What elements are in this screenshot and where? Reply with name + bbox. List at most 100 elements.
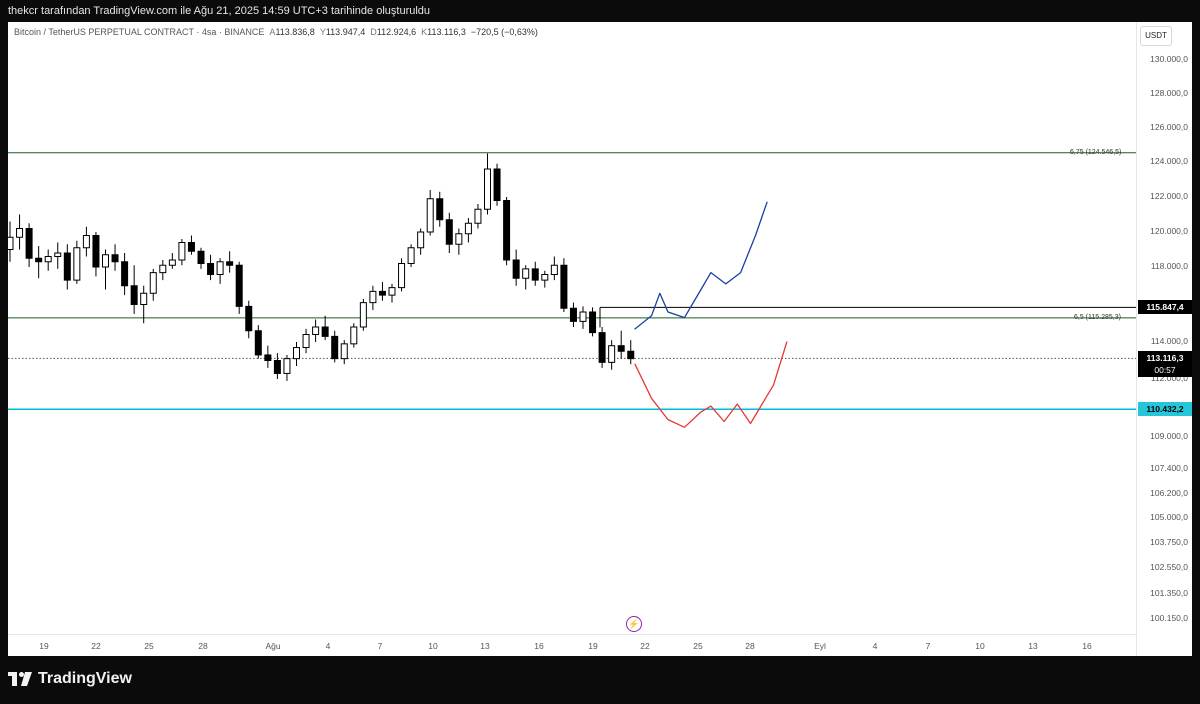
time-axis-label: Ağu (265, 641, 281, 651)
candle-body (283, 358, 291, 374)
time-axis-label: Eyl (814, 641, 826, 651)
price-axis-label: 109.000,0 (1150, 431, 1188, 441)
price-axis-label: 114.000,0 (1150, 336, 1188, 346)
candle-body (531, 268, 539, 281)
time-axis-label: 25 (693, 641, 703, 651)
time-axis-label: 13 (480, 641, 490, 651)
currency-button[interactable]: USDT (1140, 26, 1172, 46)
candle-body (140, 292, 148, 305)
price-axis-label: 100.150,0 (1150, 613, 1188, 623)
time-axis-label: 19 (588, 641, 598, 651)
plot-area[interactable] (8, 22, 1136, 634)
candle-body (627, 350, 635, 360)
time-axis-label: 25 (144, 641, 154, 651)
price-axis-label: 130.000,0 (1150, 54, 1188, 64)
candle-body (235, 264, 243, 307)
flash-event-icon[interactable]: ⚡ (626, 616, 642, 632)
candlestick-chart[interactable] (8, 22, 1136, 634)
axis-separator (1136, 22, 1137, 656)
candle-body (245, 305, 253, 332)
candle-body (589, 311, 597, 334)
candle-body (378, 290, 386, 296)
tradingview-logo[interactable]: TradingView (8, 670, 132, 688)
time-axis-label: 22 (91, 641, 101, 651)
candle-body (82, 235, 90, 249)
candle-body (407, 247, 415, 264)
time-axis-label: 28 (198, 641, 208, 651)
candle-body (436, 198, 444, 221)
tradingview-wordmark: TradingView (38, 670, 132, 687)
price-axis-label: 107.400,0 (1150, 463, 1188, 473)
time-axis-label: 19 (39, 641, 49, 651)
price-axis-label: 112.000,0 (1150, 373, 1188, 383)
candle-body (254, 330, 262, 356)
candle-body (340, 343, 348, 360)
candle-body (398, 263, 406, 289)
price-tag-last: 113.116,3 00:57 (1138, 351, 1192, 378)
close-value: 113.116,3 (427, 27, 466, 37)
candle-body (598, 332, 606, 363)
time-axis[interactable]: 19 22 25 28 Ağu 4 7 10 13 16 19 22 25 28 Eyl 4 7 10 13 16 (8, 634, 1136, 656)
candle-body (550, 264, 558, 275)
price-tag-recent-high-text: 115.847,4 (1146, 302, 1184, 313)
candle-body (273, 360, 281, 374)
price-axis-label: 126.000,0 (1150, 122, 1188, 132)
price-axis-label: 105.000,0 (1150, 512, 1188, 522)
level-label-upper: 6,75 (124.546,5) (1070, 148, 1122, 156)
symbol-name[interactable]: Bitcoin / TetherUS PERPETUAL CONTRACT · … (14, 27, 265, 37)
open-value: 113.836,8 (275, 27, 315, 37)
candle-body (187, 242, 195, 252)
price-axis-label: 128.000,0 (1150, 88, 1188, 98)
time-axis-label: 28 (745, 641, 755, 651)
candle-body (455, 233, 463, 245)
price-axis-label: 124.000,0 (1150, 156, 1188, 166)
open-key: A (269, 27, 276, 37)
price-axis[interactable]: 130.000,0 128.000,0 126.000,0 124.000,0 122.… (1137, 22, 1192, 656)
candle-body (130, 285, 138, 305)
time-axis-label: 13 (1028, 641, 1038, 651)
candle-body (522, 268, 530, 279)
candle-body (512, 259, 520, 279)
candle-body (560, 264, 568, 309)
candle-body (159, 264, 167, 274)
candle-body (445, 219, 453, 245)
candle-body (63, 252, 71, 281)
candle-body (493, 168, 501, 201)
candle-body (541, 274, 549, 281)
candle-body (264, 354, 272, 362)
candle-body (569, 307, 577, 322)
time-axis-label: 7 (925, 641, 931, 651)
candle-body (25, 228, 33, 259)
change-value: −720,5 (−0,63%) (470, 27, 538, 37)
candle-body (608, 345, 616, 363)
candle-body (102, 254, 109, 268)
price-axis-label: 103.750,0 (1150, 537, 1188, 547)
time-axis-label: 7 (377, 641, 383, 651)
footer: TradingView (0, 656, 1200, 704)
projection-path-1 (634, 341, 788, 428)
time-axis-label: 10 (428, 641, 438, 651)
candle-body (168, 259, 176, 266)
bar-countdown: 00:57 (1154, 365, 1176, 376)
price-axis-label: 102.550,0 (1150, 562, 1188, 572)
high-key: Y (319, 27, 326, 37)
price-tag-support-text: 110.432,2 (1146, 404, 1184, 415)
time-axis-label: 10 (975, 641, 985, 651)
candle-body (484, 168, 491, 210)
candle-body (350, 326, 358, 345)
price-tag-last-text: 113.116,3 (1146, 353, 1184, 364)
price-tag-recent-high: 115.847,4 (1138, 300, 1192, 315)
symbol-legend: Bitcoin / TetherUS PERPETUAL CONTRACT · … (14, 27, 538, 37)
candle-body (8, 236, 14, 250)
candle-body (464, 222, 472, 235)
time-axis-label: 16 (1082, 641, 1092, 651)
candle-body (197, 250, 205, 264)
candle-body (474, 208, 482, 224)
candle-body (73, 247, 81, 281)
tradingview-logo-icon (8, 672, 32, 686)
level-label-lower: 6,5 (115.285,3) (1074, 313, 1121, 321)
low-value: 112.924,6 (376, 27, 417, 37)
candle-body (312, 326, 320, 335)
time-axis-label: 16 (534, 641, 544, 651)
price-axis-label: 118.000,0 (1150, 261, 1188, 271)
